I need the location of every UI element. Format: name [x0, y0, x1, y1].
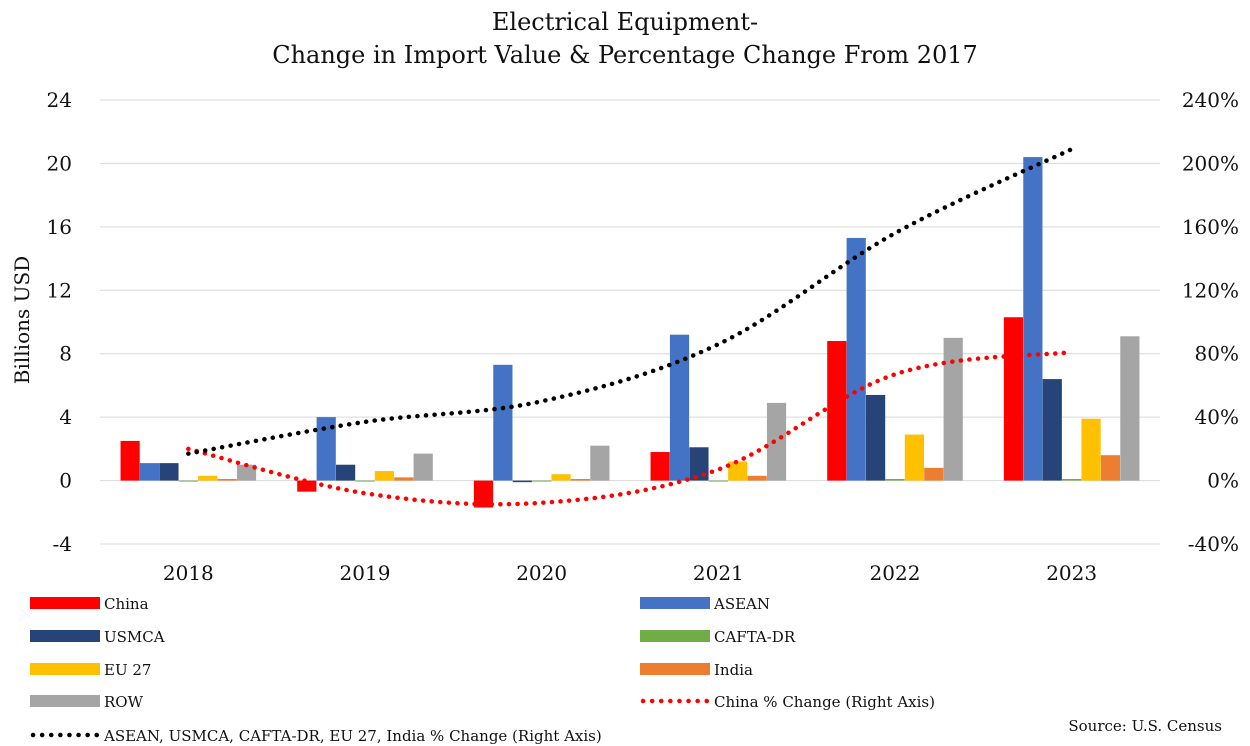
bar-india-2021	[747, 475, 767, 481]
bar-asean-2020	[493, 364, 513, 481]
y-tick-label: 16	[47, 215, 72, 239]
bar-asean-2021	[669, 334, 690, 481]
bar-usmca-2019	[336, 464, 356, 481]
chart-title-line-1: Electrical Equipment-	[492, 8, 758, 36]
bar-row-2021	[766, 402, 787, 481]
bar-india-2019	[394, 477, 414, 481]
bar-eu-27-2019	[374, 471, 394, 481]
bar-asean-2018	[139, 463, 160, 481]
legend-swatch-row	[30, 695, 100, 707]
y2-axis-ticks: -40% 0% 40% 80% 120% 160% 200% 240%	[1182, 88, 1239, 556]
bar-china-2019	[297, 480, 317, 492]
bar-china-2021	[650, 452, 670, 481]
bar-usmca-2023	[1042, 379, 1062, 481]
x-axis-ticks: 2018 2019 2020 2021 2022 2023	[163, 561, 1097, 585]
bar-usmca-2018	[159, 463, 179, 481]
legend-label-china: China	[104, 595, 149, 613]
y2-tick-label: 120%	[1182, 278, 1239, 302]
bar-eu-27-2022	[904, 434, 924, 481]
legend-label-usmca: USMCA	[104, 628, 165, 646]
bar-china-2020	[473, 480, 494, 508]
bar-row-2023	[1120, 336, 1140, 481]
bar-china-2018	[120, 440, 140, 481]
bar-eu-27-2018	[198, 475, 218, 481]
legend: China ASEAN USMCA CAFTA-DR EU 27 India ROW Chin…	[30, 595, 935, 745]
x-tick-label: 2022	[870, 561, 921, 585]
line-asean-usmca-cafta-dr-eu-27-india-change-right-axis-	[186, 146, 1074, 456]
bar-asean-2023	[1023, 157, 1043, 481]
y-tick-label: 0	[59, 469, 72, 493]
legend-swatch-eu-27	[30, 663, 100, 675]
bar-india-2018	[217, 478, 237, 481]
bar-cafta-dr-2019	[355, 480, 375, 482]
bar-cafta-dr-2022	[885, 478, 905, 481]
x-tick-label: 2023	[1046, 561, 1097, 585]
bar-usmca-2020	[512, 480, 532, 483]
bar-cafta-dr-2020	[532, 480, 552, 482]
y2-tick-label: -40%	[1188, 532, 1239, 556]
bar-eu-27-2020	[551, 474, 571, 481]
y2-tick-label: 0%	[1207, 469, 1239, 493]
y2-tick-label: 40%	[1195, 405, 1239, 429]
chart-title-line-2: Change in Import Value & Percentage Chan…	[272, 41, 978, 69]
bar-eu-27-2023	[1081, 418, 1101, 481]
legend-swatch-asean	[640, 597, 710, 609]
bar-india-2022	[924, 467, 944, 481]
x-tick-label: 2021	[693, 561, 744, 585]
legend-swatch-cafta-dr	[640, 630, 710, 642]
x-tick-label: 2018	[163, 561, 214, 585]
legend-label-eu-27: EU 27	[104, 661, 151, 679]
y-tick-label: 8	[59, 342, 72, 366]
y-axis-label: Billions USD	[10, 256, 34, 384]
y-tick-label: 12	[47, 278, 72, 302]
series-lines	[186, 146, 1074, 507]
chart-title: Electrical Equipment- Change in Import V…	[272, 8, 978, 69]
legend-label-india: India	[714, 661, 753, 679]
x-tick-label: 2020	[516, 561, 567, 585]
y-tick-label: 4	[59, 405, 72, 429]
legend-swatch-china	[30, 597, 100, 609]
y-axis-ticks: -4 0 4 8 12 16 20 24	[47, 88, 72, 556]
bar-india-2020	[570, 478, 591, 481]
source-note: Source: U.S. Census	[1068, 717, 1222, 735]
bar-china-2023	[1003, 317, 1024, 481]
x-tick-label: 2019	[340, 561, 391, 585]
bar-usmca-2022	[866, 394, 886, 481]
bar-china-2022	[827, 341, 847, 481]
y-tick-label: 24	[47, 88, 72, 112]
bar-asean-2022	[846, 237, 866, 481]
bar-row-2022	[943, 337, 963, 481]
y2-tick-label: 160%	[1182, 215, 1239, 239]
y-tick-label: 20	[47, 151, 72, 175]
bar-cafta-dr-2021	[708, 480, 728, 482]
y-tick-label: -4	[53, 532, 72, 556]
bar-cafta-dr-2023	[1062, 478, 1082, 481]
legend-swatch-usmca	[30, 630, 100, 642]
legend-label-asean: ASEAN	[713, 595, 770, 613]
bars	[120, 157, 1140, 508]
gridlines	[100, 99, 1160, 545]
bar-eu-27-2021	[728, 461, 748, 481]
bar-india-2023	[1100, 455, 1121, 481]
bar-asean-2019	[316, 417, 336, 481]
legend-swatch-india	[640, 663, 710, 675]
bar-row-2019	[413, 453, 433, 481]
bar-row-2018	[236, 464, 257, 481]
y2-tick-label: 200%	[1182, 151, 1239, 175]
y2-tick-label: 80%	[1195, 342, 1239, 366]
legend-label-asean-usmca-cafta-dr-eu-27-india-change-right-axis-: ASEAN, USMCA, CAFTA-DR, EU 27, India % C…	[103, 727, 602, 745]
legend-label-cafta-dr: CAFTA-DR	[714, 628, 796, 646]
y2-tick-label: 240%	[1182, 88, 1239, 112]
bar-row-2020	[590, 445, 610, 481]
line-china-change-right-axis-	[186, 349, 1074, 507]
legend-label-row: ROW	[104, 693, 144, 711]
legend-label-china-change-right-axis-: China % Change (Right Axis)	[714, 693, 935, 711]
bar-cafta-dr-2018	[178, 480, 198, 482]
